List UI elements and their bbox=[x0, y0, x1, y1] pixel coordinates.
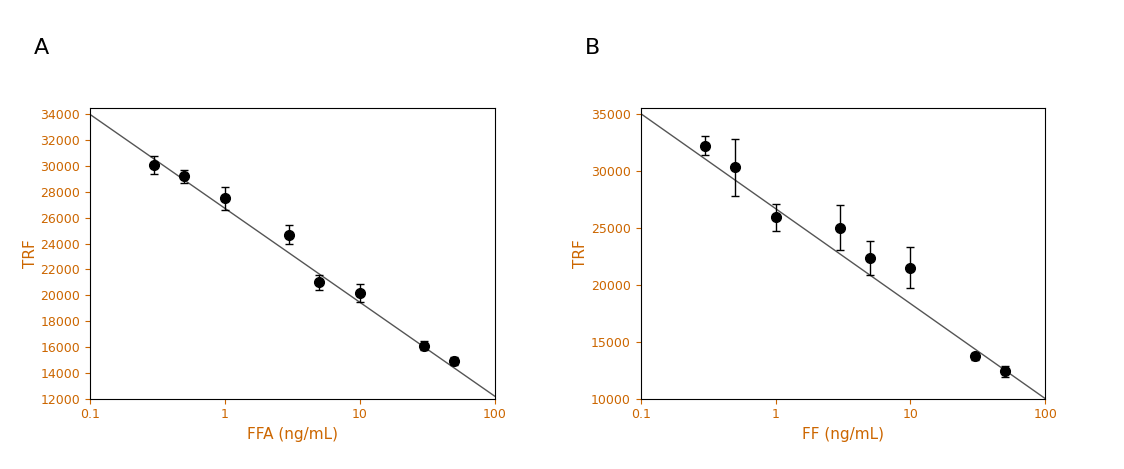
X-axis label: FF (ng/mL): FF (ng/mL) bbox=[803, 427, 883, 442]
X-axis label: FFA (ng/mL): FFA (ng/mL) bbox=[247, 427, 337, 442]
Text: B: B bbox=[584, 38, 600, 58]
Y-axis label: TRF: TRF bbox=[22, 239, 37, 268]
Y-axis label: TRF: TRF bbox=[573, 239, 588, 268]
Text: A: A bbox=[34, 38, 49, 58]
